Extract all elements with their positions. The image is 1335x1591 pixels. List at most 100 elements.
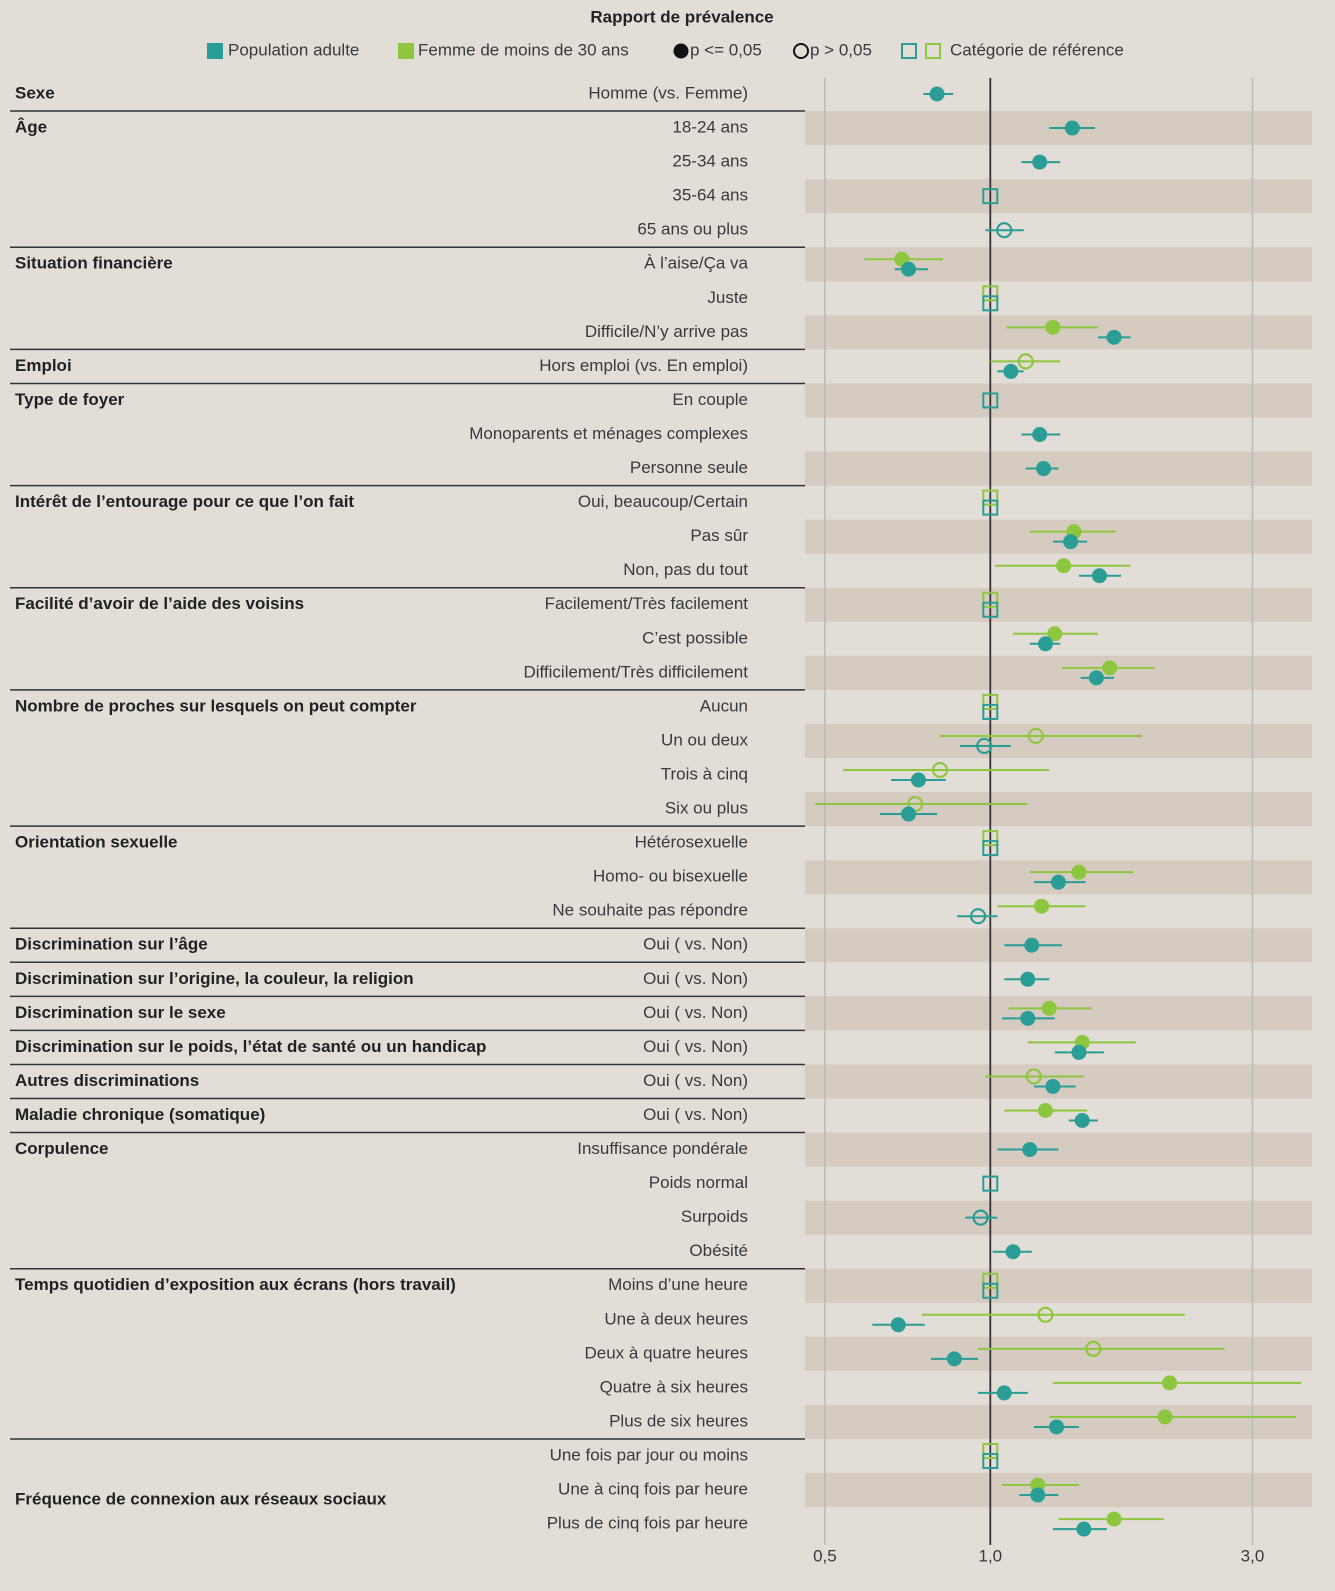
row-label: En couple [672,390,748,409]
legend-label: p > 0,05 [810,40,872,59]
point [1157,1409,1173,1425]
row-band [805,383,1312,418]
row-label: Difficile/N’y arrive pas [585,322,748,341]
point [1162,1375,1178,1391]
point [946,1351,962,1367]
legend-label: p <= 0,05 [690,40,762,59]
row-band [805,996,1312,1031]
group-label: Facilité d’avoir de l’aide des voisins [15,594,304,613]
row-label: Insuffisance pondérale [577,1139,748,1158]
row-band [805,792,1312,827]
reference-marker [982,1272,999,1289]
point [1045,319,1061,335]
row-label: Trois à cinq [661,764,748,783]
row-label: Personne seule [630,458,748,477]
point [1049,1419,1065,1435]
point [1071,864,1087,880]
point [1030,1487,1046,1503]
row-label: Homme (vs. Femme) [588,83,748,102]
row-label: Une à cinq fois par heure [558,1480,748,1499]
point [996,1385,1012,1401]
point [1036,461,1052,477]
group-label: Emploi [15,356,72,375]
row-label: Monoparents et ménages complexes [469,424,748,443]
point [1034,898,1050,914]
reference-marker [982,601,999,618]
row-label: Ne souhaite pas répondre [552,901,748,920]
row-label: Hors emploi (vs. En emploi) [539,356,748,375]
point-open [1017,353,1034,370]
reference-marker [982,295,999,312]
reference-marker [982,840,999,857]
point [1102,660,1118,676]
reference-marker [982,1175,999,1192]
group-label: Discrimination sur le sexe [15,1003,226,1022]
point [1020,1010,1036,1026]
reference-marker [982,188,999,205]
group-label: Maladie chronique (somatique) [15,1105,265,1124]
legend-swatch [207,43,223,59]
point-open [931,761,949,779]
point [890,1317,906,1333]
row-label: Oui ( vs. Non) [643,1105,748,1124]
row-label: À l’aise/Ça va [644,254,748,273]
point [1037,1103,1053,1118]
group-label: Temps quotidien d’exposition aux écrans … [15,1275,456,1294]
group-label: Type de foyer [15,390,125,409]
row-label: Homo- ou bisexuelle [593,867,748,886]
row-label: 35-64 ans [672,186,748,205]
row-label: Moins d’une heure [608,1275,748,1294]
legend-label: Catégorie de référence [950,40,1124,59]
x-tick-label: 0,5 [813,1546,837,1565]
row-label: 65 ans ou plus [637,220,748,239]
point [1020,971,1036,987]
reference-marker [982,703,999,720]
row-label: Oui ( vs. Non) [643,969,748,988]
row-label: Deux à quatre heures [585,1343,749,1362]
reference-marker [982,499,999,516]
row-label: Oui, beaucoup/Certain [578,492,748,511]
reference-marker [982,591,999,608]
group-label: Intérêt de l’entourage pour ce que l’on … [15,492,354,511]
row-label: Obésité [689,1241,748,1260]
row-label: Non, pas du tout [623,560,748,579]
row-label: Oui ( vs. Non) [643,935,748,954]
point-open [1085,1340,1102,1357]
legend-swatch [673,43,689,59]
point [1037,636,1053,652]
row-label: Poids normal [649,1173,748,1192]
group-label: Nombre de proches sur lesquels on peut c… [15,696,417,715]
point-open [972,1209,989,1226]
row-label: Une fois par jour ou moins [550,1445,748,1464]
row-label: Juste [707,288,748,307]
row-band [805,1132,1312,1167]
legend-swatch [925,43,941,59]
group-label: Discrimination sur l’âge [15,935,208,954]
row-label: 18-24 ans [672,118,748,137]
row-band [805,1473,1312,1508]
row-band [805,723,1312,758]
row-band [805,519,1312,554]
row-label: Difficilement/Très difficilement [523,662,748,681]
row-label: Quatre à six heures [600,1377,748,1396]
x-tick-label: 3,0 [1241,1546,1265,1565]
point-open [969,908,987,925]
row-band [805,179,1312,214]
group-label: Fréquence de connexion aux réseaux socia… [15,1490,387,1509]
group-label: Sexe [15,83,55,102]
reference-marker [982,489,999,506]
reference-marker [982,1453,999,1469]
row-label: Oui ( vs. Non) [643,1003,748,1022]
point-open [1025,1068,1042,1085]
row-label: C’est possible [642,628,748,647]
point-open [996,222,1013,239]
legend-swatch [901,43,917,59]
point [1074,1113,1090,1128]
row-band [805,451,1312,486]
legend-swatch [398,43,414,59]
point [1003,363,1019,379]
row-label: Surpoids [681,1207,748,1226]
group-label: Discrimination sur l’origine, la couleur… [15,969,414,988]
row-label: Aucun [700,696,748,715]
point [1091,568,1107,584]
